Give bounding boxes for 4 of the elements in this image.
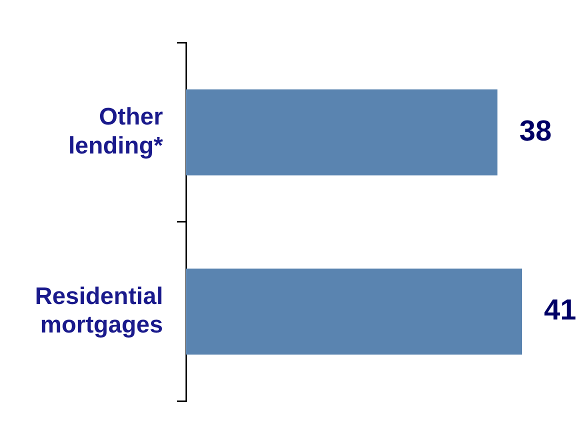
data-label: 41 [544, 294, 576, 327]
y-tick-label: Other lending* [68, 104, 164, 160]
data-label: 38 [519, 115, 552, 148]
y-tick-label: Residential mortgages [34, 282, 163, 339]
